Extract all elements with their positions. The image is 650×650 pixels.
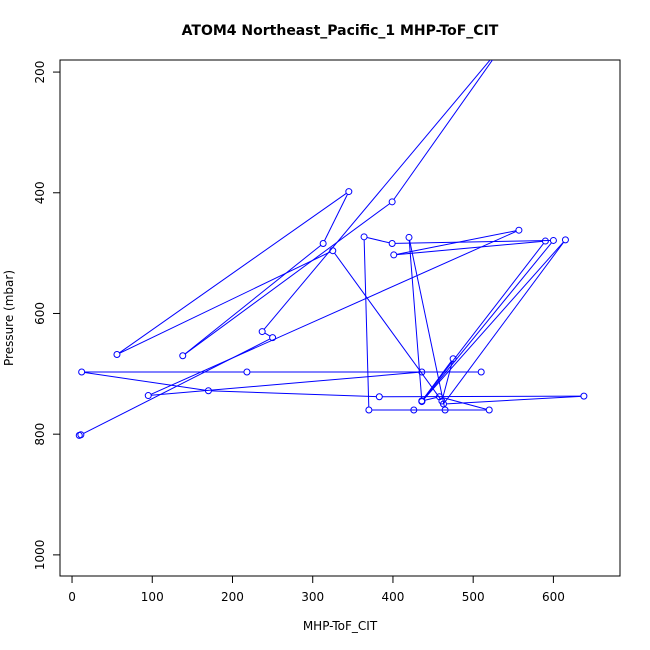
series-segment (444, 241, 565, 402)
data-point (549, 236, 557, 244)
y-axis-label: Pressure (mbar) (2, 270, 16, 366)
y-tick-label: 800 (33, 423, 47, 446)
data-point (561, 236, 569, 244)
data-point (418, 397, 426, 405)
y-tick-label: 400 (33, 181, 47, 204)
data-point (179, 352, 187, 360)
x-tick-label: 200 (221, 590, 244, 604)
x-tick-label: 300 (301, 590, 324, 604)
series-segment (334, 252, 441, 399)
series-segment (263, 60, 491, 330)
x-tick-label: 500 (462, 590, 485, 604)
data-point (541, 237, 549, 245)
series-segment (119, 192, 347, 354)
data-point (329, 247, 337, 255)
data-point (418, 368, 426, 376)
data-point (319, 239, 327, 247)
series-segment (363, 239, 370, 408)
series-segment (396, 230, 517, 255)
series-segment (84, 371, 206, 391)
series-segment (442, 397, 487, 410)
data-point (449, 355, 457, 363)
data-point (360, 233, 368, 241)
series-segment (119, 251, 331, 354)
chart-title: ATOM4 Northeast_Pacific_1 MHP-ToF_CIT (182, 23, 499, 39)
series-segment (395, 240, 551, 244)
series-segment (264, 332, 271, 337)
data-point (113, 351, 121, 359)
data-point (258, 328, 266, 336)
data-point (144, 392, 152, 400)
data-point (77, 431, 85, 439)
series-segment (366, 237, 390, 244)
data-point (375, 393, 383, 401)
data-point (388, 198, 396, 206)
x-axis: 0 100 200 300 400 500 600 (68, 575, 565, 604)
series-segment (446, 395, 581, 405)
series-segment (423, 243, 544, 399)
x-tick-label: 600 (542, 590, 565, 604)
y-axis: 200 400 600 800 1000 (33, 61, 61, 571)
y-tick-label: 200 (33, 61, 47, 84)
series-lines (83, 60, 581, 434)
data-point (204, 387, 212, 395)
series-segment (382, 395, 581, 398)
series-segment (150, 230, 517, 395)
data-point (269, 334, 277, 342)
x-tick-label: 400 (381, 590, 404, 604)
data-point (405, 233, 413, 241)
series-segment (151, 371, 419, 396)
y-tick-label: 1000 (33, 540, 47, 571)
data-point (345, 188, 353, 196)
series-segment (424, 396, 437, 401)
series-segment (324, 194, 348, 241)
data-point (435, 393, 443, 401)
data-point (439, 400, 447, 408)
series-segment (393, 60, 494, 200)
data-point (485, 406, 493, 414)
data-point (78, 368, 86, 376)
x-tick-label: 0 (68, 590, 76, 604)
series-segment (184, 244, 322, 355)
data-point (243, 368, 251, 376)
y-tick-label: 600 (33, 302, 47, 325)
series-segment (184, 203, 391, 355)
series-segment (423, 241, 564, 400)
data-point (580, 392, 588, 400)
data-point (515, 226, 523, 234)
x-axis-label: MHP-ToF_CIT (303, 619, 378, 633)
data-point (388, 239, 396, 247)
data-point (410, 406, 418, 414)
data-point (477, 368, 485, 376)
series-segment (442, 361, 453, 399)
series-segment (423, 242, 552, 400)
data-point (365, 406, 373, 414)
data-point (390, 251, 398, 259)
series-segment (396, 240, 543, 256)
x-tick-label: 100 (141, 590, 164, 604)
series-points (75, 188, 588, 439)
series-segment (211, 390, 377, 398)
